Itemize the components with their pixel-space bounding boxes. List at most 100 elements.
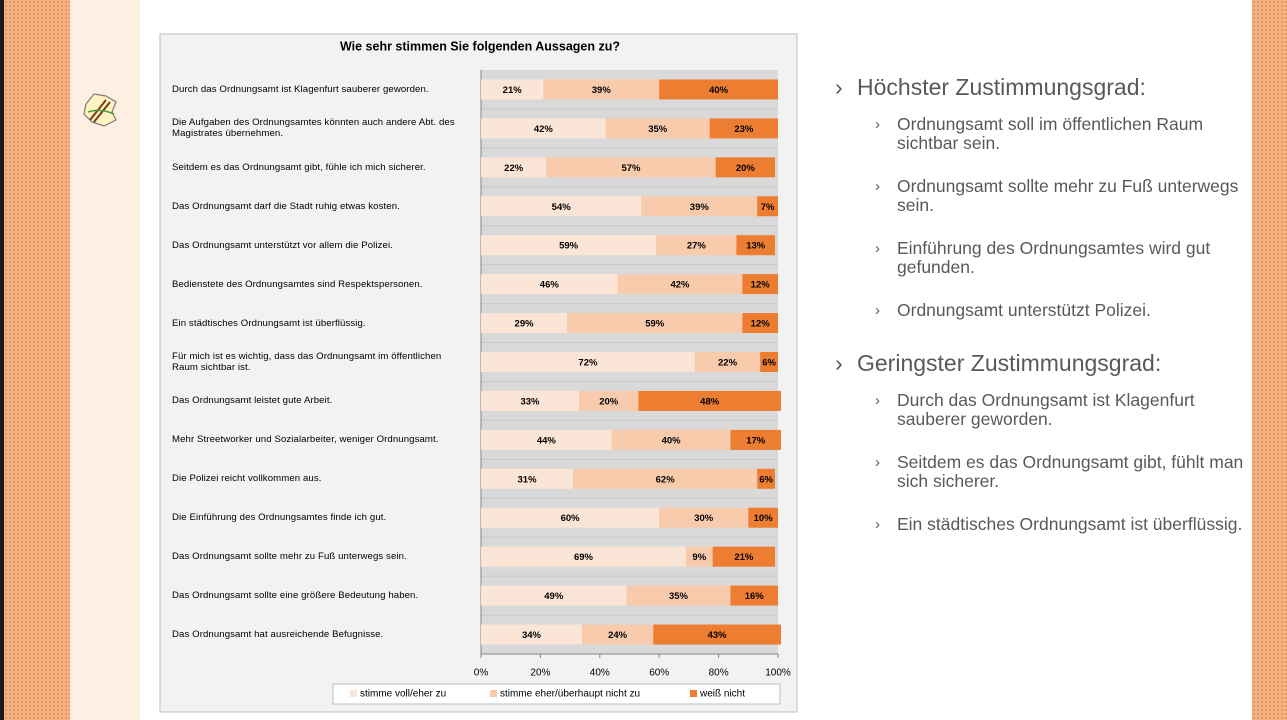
category-label-box: Die Polizei reicht vollkommen aus. [172,473,322,485]
data-label: 22% [718,358,738,369]
bar-segment [481,585,627,606]
category-label: Das Ordnungsamt hat ausreichende Befugni… [172,629,384,641]
data-label: 40% [709,85,729,96]
category-label: Das Ordnungsamt leistet gute Arbeit. [172,395,333,407]
bullet-list: Höchster Zustimmungsgrad: Ordnungsamt sol… [835,74,1245,564]
bullet-heading: Höchster Zustimmungsgrad: [835,74,1245,101]
data-label: 59% [645,319,665,330]
bar-segment [567,313,743,334]
data-label: 21% [734,552,754,563]
bar-segment [481,352,695,372]
bar-segment [742,274,778,295]
bar-segment [481,313,568,334]
data-label: 6% [759,474,773,485]
x-tick-label: 0% [474,668,489,679]
category-label-box: Das Ordnungsamt sollte mehr zu Fuß unter… [172,551,407,563]
bar-segment [748,507,778,528]
bar-segment [481,118,606,139]
data-label: 62% [656,474,676,485]
right-band [1252,0,1287,720]
category-label: Die Polizei reicht vollkommen aus. [172,473,322,485]
data-label: 23% [734,124,754,135]
bar-segment [638,390,781,411]
data-label: 31% [518,474,538,485]
bar-segment [611,429,731,450]
bar-segment [481,507,660,528]
bar-segment [481,196,642,217]
bar-segment [659,507,749,528]
bullet-item: Ordnungsamt unterstützt Polizei. [835,301,1245,321]
bar-segment [481,390,580,411]
bar-segment [579,390,639,411]
data-label: 30% [694,513,714,524]
bullet-section: Geringster Zustimmungsgrad: Durch das Ord… [835,350,1245,534]
left-band [4,0,70,720]
bullet-item: Ordnungsamt soll im öffentlichen Raum si… [835,115,1245,153]
bar-segment [742,313,778,334]
data-label: 29% [515,319,535,330]
bar-segment [656,235,737,256]
data-label: 24% [608,630,628,641]
bar-segment [481,624,582,645]
bar-segment [757,196,778,217]
data-label: 35% [669,591,689,602]
data-label: 44% [537,435,557,446]
bar-segment [641,196,758,217]
data-label: 54% [552,202,572,213]
category-label: Durch das Ordnungsamt ist Klagenfurt sau… [172,83,429,95]
legend-swatch [490,690,497,697]
bar-segment [757,468,776,489]
data-label: 22% [504,163,524,174]
bar-segment [605,118,710,139]
x-tick-label: 80% [709,668,729,679]
category-label-box: Durch das Ordnungsamt ist Klagenfurt sau… [172,83,429,95]
bullet-section: Höchster Zustimmungsgrad: Ordnungsamt sol… [835,74,1245,320]
data-label: 39% [690,202,710,213]
bar-segment [481,546,686,567]
data-label: 60% [561,513,581,524]
category-label-box: Die Aufgaben des Ordnungsamtes könnten a… [172,117,455,140]
data-label: 9% [692,552,706,563]
bullet-item: Ein städtisches Ordnungsamt ist überflüs… [835,515,1245,535]
bar-segment [736,235,776,256]
x-tick-label: 20% [530,668,550,679]
bar-segment [573,468,758,489]
data-label: 13% [746,241,766,252]
category-label: Das Ordnungsamt sollte mehr zu Fuß unter… [172,551,407,563]
bar-segment [481,429,612,450]
x-tick-label: 60% [649,668,669,679]
data-label: 35% [648,124,668,135]
category-label: Die Einführung des Ordnungsamtes finde i… [172,512,387,524]
category-label: Die Aufgaben des Ordnungsamtes könnten a… [172,117,455,140]
logo [83,93,117,127]
data-label: 12% [751,280,771,291]
data-label: 16% [745,591,765,602]
category-label: Das Ordnungsamt darf die Stadt ruhig etw… [172,200,400,212]
bullet-item: Seitdem es das Ordnungsamt gibt, fühlt m… [835,453,1245,491]
category-label-box: Ein städtisches Ordnungsamt ist überflüs… [172,318,366,329]
legend-label: stimme voll/eher zu [360,689,446,700]
category-label-box: Seitdem es das Ordnungsamt gibt, fühle i… [172,162,426,173]
data-label: 17% [746,435,766,446]
category-label: Mehr Streetworker und Sozialarbeiter, we… [172,434,439,446]
bar-segment [481,157,547,178]
category-label-box: Das Ordnungsamt leistet gute Arbeit. [172,395,333,407]
legend-label: stimme eher/überhaupt nicht zu [500,689,640,700]
data-label: 40% [662,435,682,446]
category-label: Für mich ist es wichtig, dass das Ordnun… [172,351,442,373]
category-label-box: Mehr Streetworker und Sozialarbeiter, we… [172,434,439,446]
data-label: 48% [700,396,720,407]
category-label-box: Das Ordnungsamt unterstützt vor allem di… [172,240,393,251]
data-label: 42% [534,124,554,135]
bar-segment [730,429,781,450]
edge [0,0,4,720]
x-tick-label: 100% [765,668,791,679]
bullet-item: Durch das Ordnungsamt ist Klagenfurt sau… [835,391,1245,429]
bullet-item: Einführung des Ordnungsamtes wird gut ge… [835,239,1245,277]
category-label-box: Für mich ist es wichtig, dass das Ordnun… [172,351,442,373]
category-label-box: Das Ordnungsamt darf die Stadt ruhig etw… [172,200,400,212]
category-label-box: Bedienstete des Ordnungsamtes sind Respe… [172,279,422,290]
bar-segment [659,79,778,100]
